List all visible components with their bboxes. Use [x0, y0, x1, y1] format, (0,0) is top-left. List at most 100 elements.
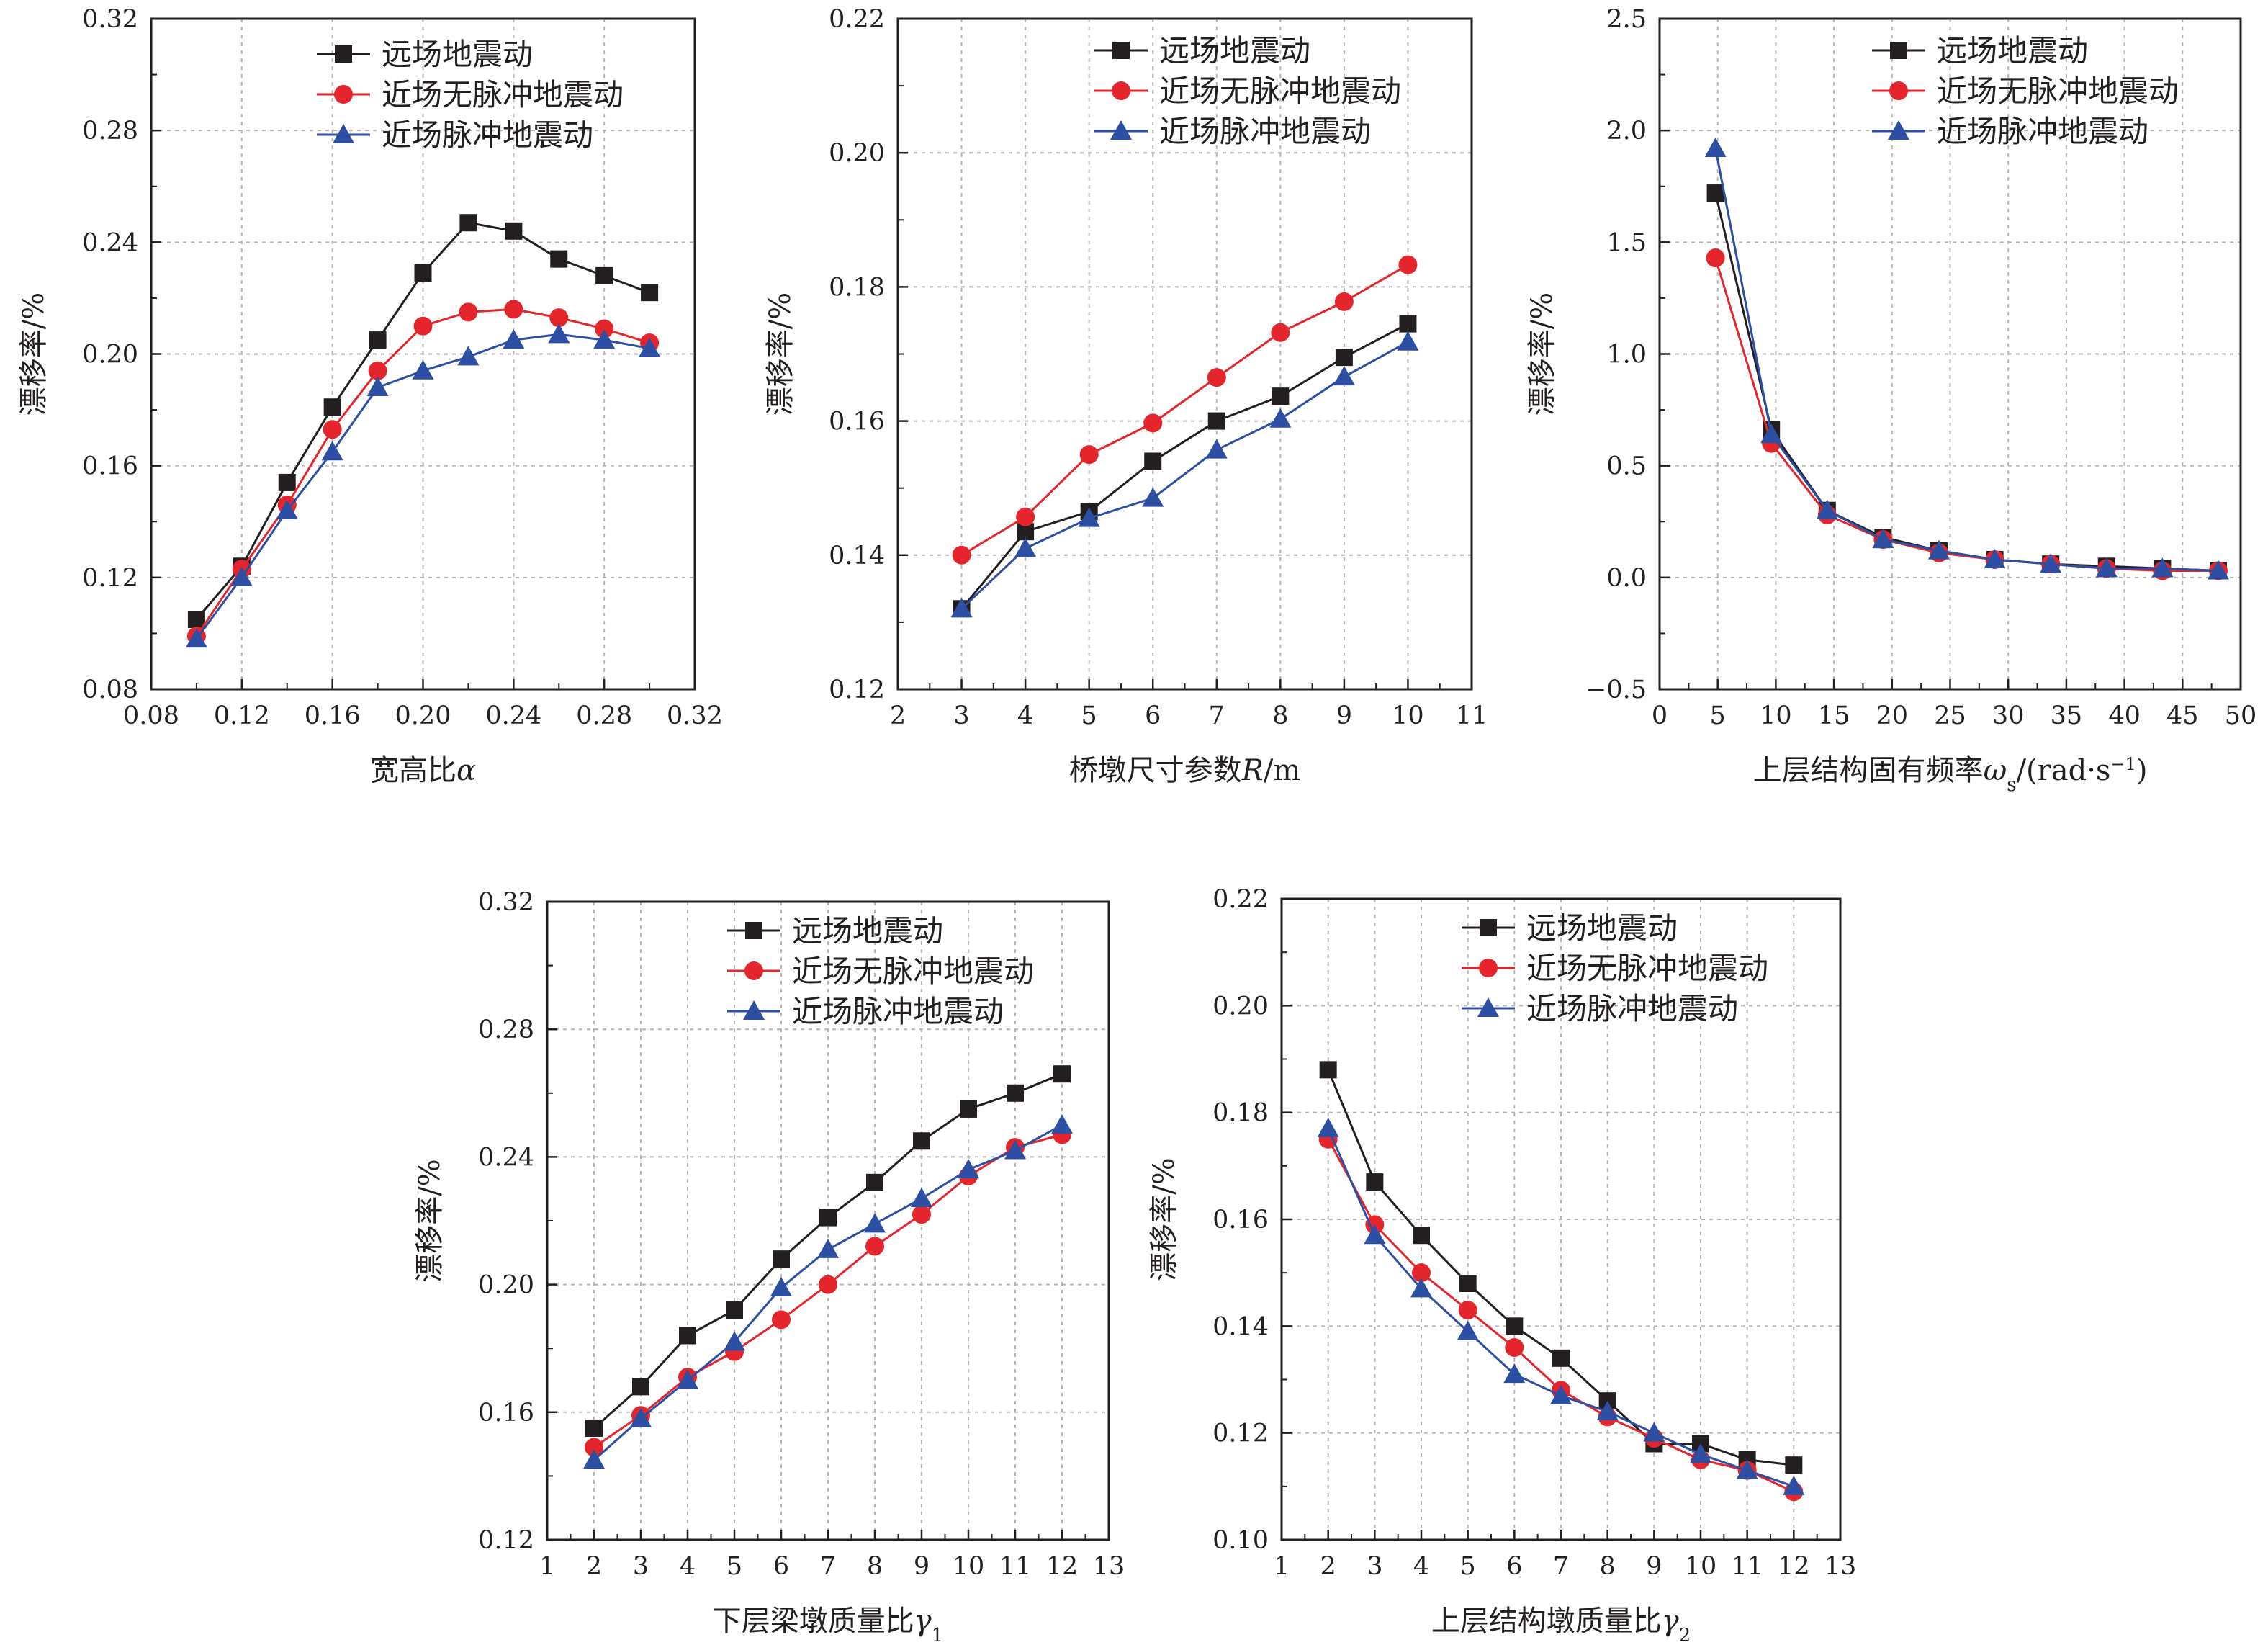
data-point — [632, 1378, 649, 1396]
data-point — [1690, 1443, 1711, 1463]
data-point — [1317, 1117, 1339, 1137]
data-point — [641, 284, 659, 302]
x-tick-label: 0.16 — [305, 701, 361, 730]
x-tick-label: 4 — [1413, 1552, 1429, 1581]
data-point — [1272, 387, 1290, 405]
data-point — [1333, 366, 1355, 386]
data-point — [595, 266, 613, 284]
x-tick-label: 15 — [1818, 701, 1850, 730]
y-tick-label: 0.22 — [829, 5, 885, 34]
data-point — [1366, 1173, 1384, 1191]
y-tick-label: 0.12 — [82, 564, 138, 593]
data-point — [1269, 408, 1292, 428]
x-tick-label: 20 — [1876, 701, 1909, 730]
x-tick-label: 6 — [773, 1552, 789, 1581]
x-axis-label: 上层结构墩质量比γ2 — [1431, 1605, 1691, 1646]
y-tick-label: 0.08 — [82, 676, 138, 704]
data-point — [950, 598, 973, 618]
data-point — [583, 1449, 605, 1469]
x-axis-label: 下层梁墩质量比γ1 — [713, 1605, 943, 1646]
x-tick-label: 11 — [999, 1552, 1032, 1581]
data-point — [912, 1205, 931, 1224]
y-tick-label: 0.18 — [829, 273, 885, 302]
x-tick-label: 10 — [1392, 701, 1424, 730]
data-point — [1550, 1384, 1572, 1404]
data-point — [1398, 255, 1418, 274]
legend-marker — [743, 1000, 765, 1020]
data-point — [1410, 1278, 1432, 1298]
data-point — [1412, 1263, 1431, 1283]
plot-frame — [150, 17, 696, 691]
x-tick-label: 0.28 — [576, 701, 632, 730]
data-point — [1207, 412, 1225, 430]
legend-label: 近场无脉冲地震动 — [1159, 73, 1401, 109]
data-point — [911, 1187, 932, 1207]
data-point — [2040, 553, 2062, 573]
x-tick-label: 4 — [680, 1552, 696, 1581]
x-tick-label: 4 — [1017, 701, 1033, 730]
data-point — [1643, 1422, 1665, 1442]
y-tick-label: 0.5 — [1606, 452, 1647, 481]
data-point — [1596, 1401, 1619, 1420]
series-line-2 — [1714, 257, 2218, 572]
x-tick-label: 5 — [726, 1552, 742, 1581]
y-tick-label: 0.12 — [1212, 1420, 1269, 1448]
data-point — [1271, 323, 1290, 342]
y-tick-label: 0.28 — [478, 1015, 534, 1044]
x-tick-label: 12 — [1778, 1552, 1810, 1581]
data-point — [865, 1237, 884, 1256]
legend-marker — [1889, 81, 1908, 100]
data-point — [1503, 1363, 1526, 1384]
x-tick-label: 3 — [953, 701, 969, 730]
legend-marker — [1480, 919, 1497, 936]
data-point — [819, 1209, 837, 1227]
legend-marker — [333, 124, 354, 143]
data-point — [1760, 423, 1783, 444]
plot-frame — [546, 900, 1110, 1541]
data-point — [1816, 499, 1838, 519]
data-point — [819, 1275, 837, 1294]
y-axis-label: 漂移率/% — [764, 292, 797, 416]
y-tick-label: 0.16 — [82, 452, 138, 481]
legend-label: 近场无脉冲地震动 — [792, 954, 1034, 989]
data-point — [1016, 507, 1035, 526]
x-tick-label: 2 — [1320, 1552, 1336, 1581]
x-tick-label: 3 — [1367, 1552, 1382, 1581]
x-tick-label: 7 — [1209, 701, 1225, 730]
y-tick-label: 0.0 — [1606, 564, 1647, 593]
data-point — [550, 250, 568, 268]
data-point — [323, 420, 342, 439]
y-axis-label: 漂移率/% — [1148, 1157, 1181, 1281]
y-tick-label: 0.16 — [478, 1399, 534, 1427]
legend-marker — [335, 45, 352, 63]
data-point — [1458, 1301, 1477, 1320]
data-point — [1335, 349, 1353, 367]
data-point — [459, 302, 478, 322]
x-tick-label: 5 — [1710, 701, 1726, 730]
data-point — [185, 628, 207, 648]
data-point — [913, 1132, 930, 1150]
data-point — [1144, 452, 1162, 470]
x-tick-label: 40 — [2108, 701, 2141, 730]
data-point — [2095, 557, 2118, 578]
data-point — [230, 566, 253, 586]
legend-label: 远场地震动 — [1526, 910, 1678, 946]
data-point — [772, 1310, 791, 1330]
data-point — [1319, 1061, 1337, 1079]
series-line-2 — [960, 264, 1409, 557]
y-tick-label: 0.12 — [829, 676, 885, 704]
legend-marker — [1890, 42, 1907, 59]
data-point — [1014, 537, 1037, 557]
data-point — [1785, 1456, 1803, 1474]
data-point — [1872, 529, 1894, 549]
chart-3: 0 5 10 15 20 25 30 35 40 45 50 −0.5 0.0 0.5 1.0 1.5 2.0 2… — [1526, 5, 2256, 796]
data-point — [817, 1238, 839, 1258]
x-tick-label: 10 — [1760, 701, 1792, 730]
y-tick-label: 0.20 — [1212, 992, 1269, 1021]
y-tick-label: 0.12 — [478, 1526, 534, 1555]
y-tick-label: −0.5 — [1585, 676, 1647, 704]
data-point — [1984, 549, 2006, 569]
data-point — [412, 359, 434, 380]
data-point — [960, 1100, 977, 1118]
